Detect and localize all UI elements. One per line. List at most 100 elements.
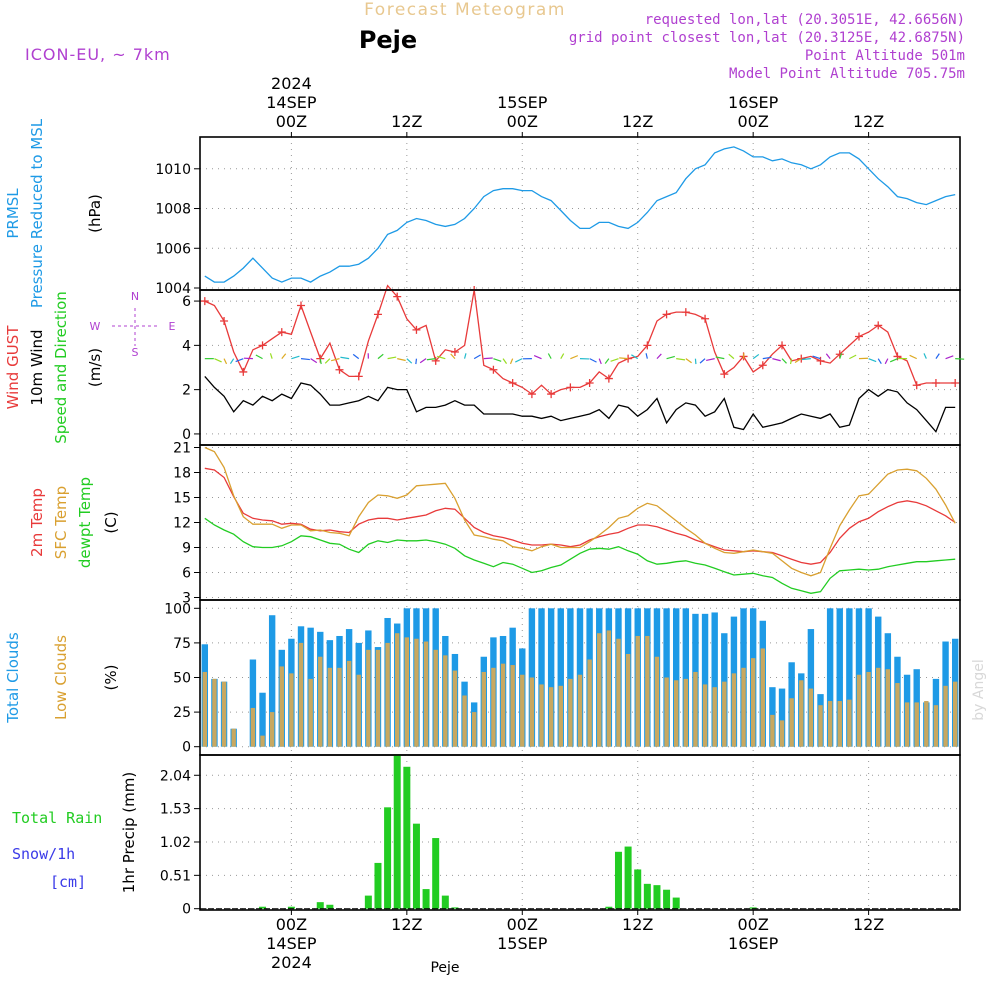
- footer-location: Peje: [430, 960, 459, 976]
- rain-bar: [643, 883, 651, 909]
- low-cloud-bar: [674, 680, 679, 747]
- wind-arrow: [935, 353, 940, 359]
- wind-arrow: [685, 358, 692, 364]
- time-label: 14SEP: [266, 934, 317, 953]
- panel-labels: PRMSL Pressure Reduced to MSL (hPa) Wind GU…: [4, 118, 176, 893]
- y-tick-label: 3: [182, 591, 191, 607]
- rain-bar: [663, 889, 671, 909]
- series-line-wind-gust: [204, 284, 956, 395]
- rain-bar: [364, 895, 372, 909]
- wind-arrow: [377, 353, 384, 360]
- legend-label: Snow/1h: [12, 845, 75, 863]
- requested-coords: requested lon,lat (20.3051E, 42.6656N): [645, 12, 965, 28]
- wind-arrow: [310, 358, 318, 364]
- low-cloud-bar: [452, 670, 458, 747]
- time-label: 12Z: [622, 915, 653, 934]
- time-label: 00Z: [507, 112, 538, 131]
- low-cloud-bar: [702, 684, 708, 747]
- wind-arrow: [214, 358, 222, 363]
- low-cloud-bar: [548, 687, 554, 747]
- compass-cross: [112, 308, 158, 346]
- gust-point: [951, 379, 960, 387]
- rain-bar: [441, 895, 449, 909]
- total-cloud-bar: [547, 608, 555, 747]
- gust-point: [354, 372, 363, 381]
- wind-arrow: [229, 358, 235, 365]
- wind-arrow: [324, 358, 331, 364]
- low-cloud-bar: [741, 667, 746, 747]
- wind-arrow: [666, 355, 675, 360]
- rain-bar: [384, 807, 392, 909]
- axis-label: (C): [102, 511, 120, 533]
- y-tick-label: 15: [173, 491, 191, 507]
- low-cloud-bar: [837, 701, 842, 747]
- low-cloud-bar: [346, 660, 352, 747]
- low-cloud-bar: [731, 673, 737, 747]
- rain-bar: [374, 862, 382, 909]
- panel-clouds: 0 25 50 75 100: [164, 599, 961, 756]
- low-cloud-bar: [654, 656, 660, 747]
- wind-arrow: [794, 358, 802, 364]
- low-cloud-bar: [866, 671, 871, 747]
- axis-label: Pressure Reduced to MSL: [28, 118, 46, 308]
- low-cloud-bar: [779, 720, 785, 747]
- low-cloud-bar: [510, 665, 515, 747]
- wind-arrow: [955, 358, 965, 360]
- axis-label: 10m Wind: [28, 329, 46, 405]
- chart-title: Forecast Meteogram: [364, 0, 566, 20]
- gust-point: [681, 308, 690, 317]
- total-cloud-bar: [673, 608, 680, 747]
- wind-arrow: [533, 354, 542, 360]
- low-cloud-bar: [847, 699, 852, 747]
- gridpoint-coords: grid point closest lon,lat (20.3125E, 42…: [569, 30, 965, 46]
- wind-arrow: [889, 358, 898, 363]
- wind-arrow: [909, 354, 917, 360]
- wind-arrow: [463, 353, 467, 359]
- low-cloud-bar: [385, 642, 390, 747]
- total-cloud-bar: [778, 688, 786, 747]
- wind-arrow: [269, 353, 273, 359]
- rain-bar: [605, 906, 613, 909]
- low-cloud-bar: [885, 669, 891, 747]
- time-label: 12Z: [622, 112, 653, 131]
- low-cloud-bar: [289, 673, 294, 747]
- low-cloud-bar: [597, 633, 602, 747]
- time-label: 12Z: [391, 915, 422, 934]
- time-label: 00Z: [276, 112, 307, 131]
- gust-point: [373, 310, 382, 319]
- gust-point: [412, 325, 421, 334]
- wind-arrow: [812, 355, 821, 360]
- low-cloud-bar: [760, 648, 765, 747]
- wind-arrow: [884, 358, 889, 365]
- low-cloud-bar: [664, 677, 669, 747]
- y-tick-label: 1.53: [160, 802, 191, 818]
- rain-bar: [403, 766, 411, 909]
- gust-point: [431, 356, 440, 365]
- rain-bar: [634, 869, 642, 909]
- wind-arrow: [509, 358, 514, 365]
- wind-arrow: [728, 353, 735, 360]
- total-cloud-bar: [538, 608, 545, 747]
- wind-arrow: [483, 357, 493, 360]
- rain-bar: [393, 754, 401, 909]
- point-altitude: Point Altitude 501m: [805, 48, 965, 64]
- low-cloud-bar: [481, 671, 486, 747]
- low-cloud-bar: [933, 705, 939, 747]
- low-cloud-bar: [606, 630, 612, 747]
- time-label: 16SEP: [728, 934, 779, 953]
- wind-arrow: [547, 353, 552, 359]
- wind-arrow: [752, 353, 760, 360]
- y-tick-label: 1010: [155, 162, 191, 178]
- wind-arrow: [676, 358, 686, 361]
- series-line-2m-temp: [204, 467, 956, 565]
- low-cloud-bar: [337, 667, 342, 747]
- low-cloud-bar: [212, 678, 217, 747]
- gust-point: [912, 381, 921, 390]
- gust-point: [239, 367, 248, 376]
- wind-arrow: [762, 356, 772, 360]
- model-label: ICON-EU, ~ 7km: [25, 45, 171, 64]
- low-cloud-bar: [587, 659, 592, 747]
- wind-arrow: [515, 358, 523, 363]
- wind-arrow: [619, 357, 629, 360]
- low-cloud-bar: [529, 677, 535, 747]
